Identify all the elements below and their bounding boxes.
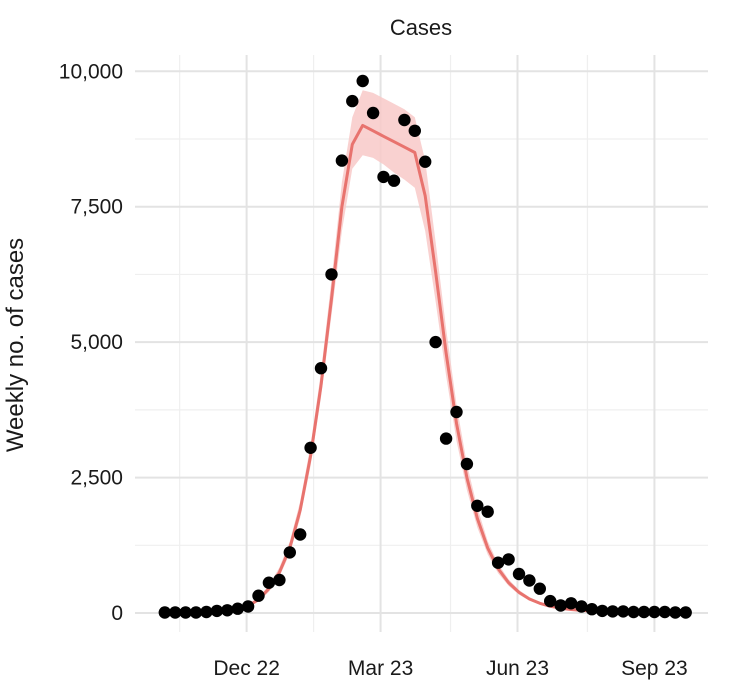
y-tick-label: 7,500: [70, 196, 123, 219]
data-point: [273, 573, 286, 587]
data-point: [669, 606, 682, 619]
x-tick-label: Mar 23: [348, 657, 413, 680]
x-tick-label: Dec 22: [213, 657, 280, 680]
data-point: [325, 268, 338, 281]
data-point: [450, 405, 463, 419]
data-point: [491, 556, 505, 569]
data-point: [189, 606, 203, 619]
data-point: [637, 605, 651, 619]
x-tick-label: Sep 23: [621, 657, 688, 680]
data-point: [544, 594, 557, 608]
data-point: [304, 441, 317, 454]
data-point: [533, 582, 546, 595]
x-tick-label: Jun 23: [486, 657, 549, 680]
data-point: [471, 499, 484, 512]
data-point: [658, 605, 671, 619]
data-point: [221, 604, 234, 617]
data-point: [419, 155, 432, 168]
data-point: [241, 600, 255, 613]
observed-points: [158, 74, 692, 619]
data-point: [648, 605, 661, 619]
x-axis-ticks: Dec 22 Mar 23 Jun 23 Sep 23: [213, 657, 687, 680]
y-axis-label: Weekly no. of cases: [2, 238, 29, 452]
y-axis-ticks: 0 2,500 5,000 7,500 10,000: [59, 60, 123, 625]
data-point: [460, 457, 474, 471]
chart-title: Cases: [390, 15, 452, 40]
data-point: [523, 574, 536, 587]
data-point: [502, 553, 515, 566]
y-tick-label: 5,000: [70, 331, 123, 354]
data-point: [294, 528, 307, 541]
data-point: [585, 603, 599, 616]
data-point: [262, 576, 276, 589]
data-point: [575, 600, 588, 613]
data-point: [564, 597, 578, 610]
data-point: [627, 605, 640, 619]
data-point: [606, 605, 619, 618]
uncertainty-band: [164, 90, 686, 613]
data-point: [408, 124, 421, 137]
data-point: [554, 599, 567, 612]
y-tick-label: 10,000: [59, 60, 123, 83]
y-tick-label: 2,500: [70, 467, 123, 490]
data-point: [617, 605, 630, 618]
data-point: [314, 362, 328, 375]
data-point: [169, 606, 182, 619]
data-point: [512, 567, 526, 581]
data-point: [335, 154, 349, 167]
data-point: [679, 606, 692, 619]
data-point: [200, 605, 213, 619]
data-point: [387, 174, 401, 187]
data-point: [252, 589, 265, 602]
data-point: [158, 606, 171, 619]
grid: [135, 55, 708, 632]
data-point: [398, 113, 411, 127]
data-point: [356, 74, 369, 88]
data-point: [481, 505, 494, 518]
model-line: [164, 123, 686, 615]
data-point: [346, 94, 359, 108]
y-tick-label: 0: [111, 602, 123, 625]
data-point: [179, 606, 192, 619]
data-point: [231, 602, 244, 615]
data-point: [429, 335, 442, 349]
data-point: [366, 106, 380, 120]
data-point: [439, 432, 453, 445]
data-point: [210, 604, 224, 618]
data-point: [596, 604, 609, 618]
data-point: [377, 170, 390, 184]
data-point: [283, 546, 296, 559]
